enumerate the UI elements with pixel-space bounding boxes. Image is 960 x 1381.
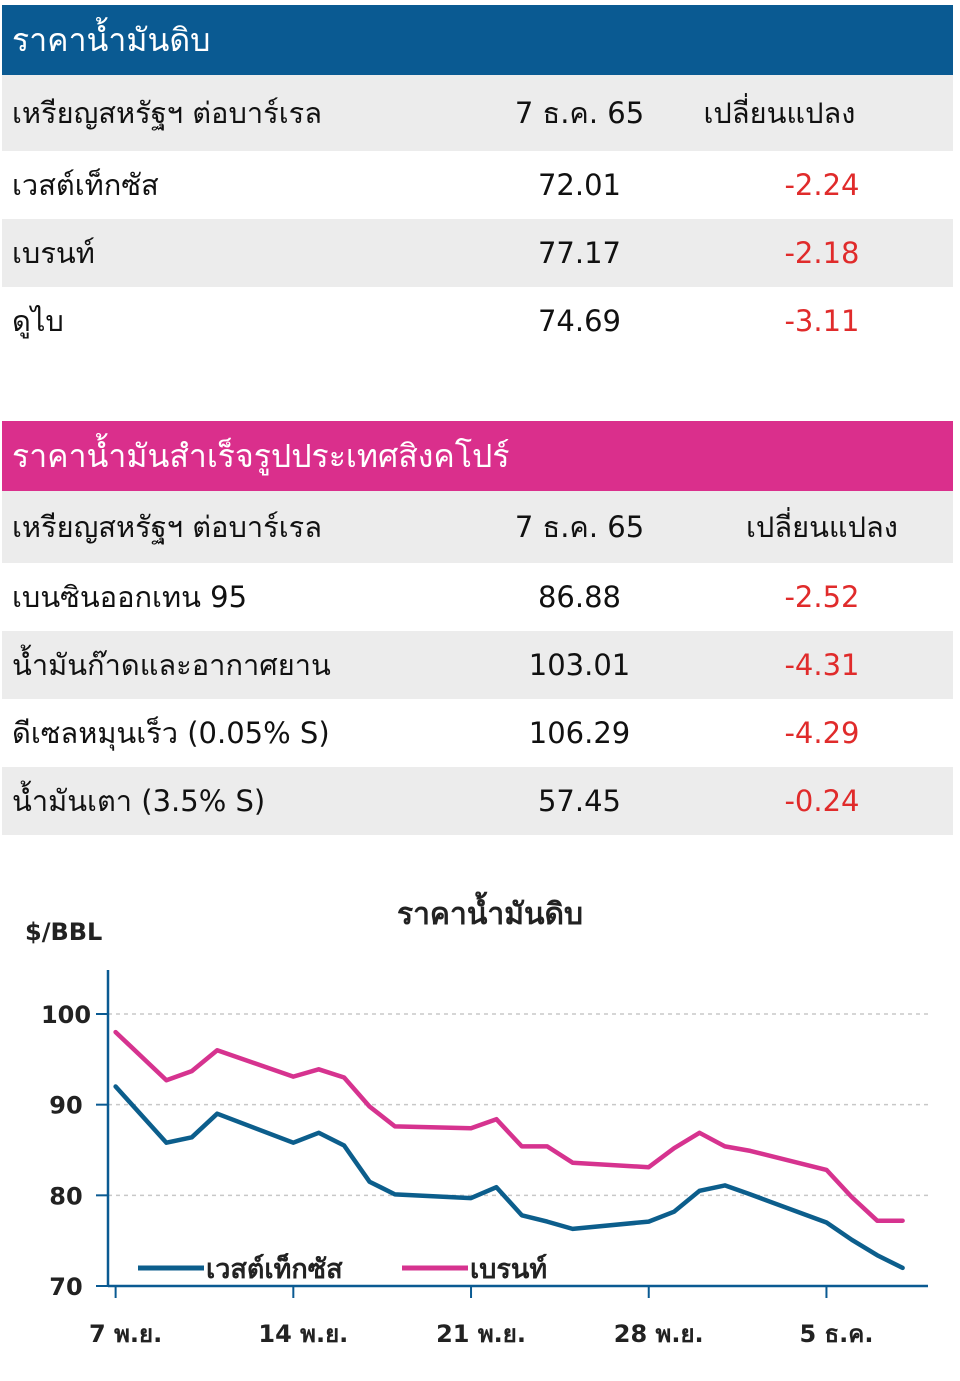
refined-table-header-row: เหรียญสหรัฐฯ ต่อบาร์เรล 7 ธ.ค. 65 เปลี่ย…	[2, 491, 953, 563]
gridlines	[108, 1013, 928, 1197]
row-name: น้ำมันก๊าดและอากาศยาน	[12, 648, 331, 682]
row-change: -2.18	[784, 236, 860, 270]
row-change: -4.31	[784, 648, 860, 682]
row-value: 106.29	[528, 716, 631, 750]
row-name: เวสต์เท็กซัส	[12, 168, 159, 202]
table-row: น้ำมันก๊าดและอากาศยาน 103.01 -4.31	[2, 631, 953, 699]
y-tick-label: 70	[49, 1273, 82, 1301]
row-value: 74.69	[537, 304, 622, 338]
chart-title: ราคาน้ำมันดิบ	[397, 891, 583, 932]
legend: เวสต์เท็กซัส เบรนท์	[138, 1251, 547, 1285]
row-value: 86.88	[537, 580, 622, 614]
y-tick-label: 90	[49, 1092, 82, 1120]
y-tick-label: 100	[41, 1001, 91, 1029]
row-change: -3.11	[784, 304, 860, 338]
axes	[96, 970, 928, 1298]
row-name: น้ำมันเตา (3.5% S)	[12, 784, 266, 818]
row-name: ดีเซลหมุนเร็ว (0.05% S)	[12, 716, 330, 750]
refined-price-table: ราคาน้ำมันสำเร็จรูปประเทศสิงคโปร์ เหรียญ…	[2, 421, 953, 835]
table-row: ดูไบ 74.69 -3.11	[2, 287, 953, 355]
refined-col-change: เปลี่ยนแปลง	[746, 510, 898, 544]
crude-col-change: เปลี่ยนแปลง	[703, 96, 856, 130]
refined-table-title: ราคาน้ำมันสำเร็จรูปประเทศสิงคโปร์	[2, 421, 953, 491]
legend-label: เวสต์เท็กซัส	[206, 1251, 343, 1285]
row-change: -2.52	[784, 580, 860, 614]
refined-col-date: 7 ธ.ค. 65	[514, 510, 645, 544]
row-name: ดูไบ	[12, 304, 64, 338]
table-row: เบนซินออกเทน 95 86.88 -2.52	[2, 563, 953, 631]
crude-col-unit: เหรียญสหรัฐฯ ต่อบาร์เรล	[12, 96, 322, 130]
crude-price-line-chart: ราคาน้ำมันดิบ $/BBL 100 90 80 70 7 พ.ย. 14 พ…	[25, 891, 928, 1348]
crude-col-date: 7 ธ.ค. 65	[514, 96, 645, 130]
crude-table-title: ราคาน้ำมันดิบ	[2, 5, 953, 75]
row-value: 77.17	[537, 236, 622, 270]
x-tick-label: 5 ธ.ค.	[799, 1320, 873, 1348]
table-row: เวสต์เท็กซัส 72.01 -2.24	[2, 151, 953, 219]
crude-price-table: ราคาน้ำมันดิบ เหรียญสหรัฐฯ ต่อบาร์เรล 7 …	[2, 5, 953, 355]
x-tick-labels: 7 พ.ย. 14 พ.ย. 21 พ.ย. 28 พ.ย. 5 ธ.ค.	[89, 1320, 873, 1348]
row-change: -2.24	[784, 168, 860, 202]
row-name: เบรนท์	[12, 236, 95, 270]
row-change: -0.24	[784, 784, 860, 818]
y-tick-label: 80	[49, 1182, 82, 1210]
legend-label: เบรนท์	[470, 1253, 547, 1285]
crude-table-header-row: เหรียญสหรัฐฯ ต่อบาร์เรล 7 ธ.ค. 65 เปลี่ย…	[2, 75, 953, 151]
row-value: 72.01	[537, 168, 622, 202]
y-tick-labels: 100 90 80 70	[41, 1001, 91, 1301]
table-row: น้ำมันเตา (3.5% S) 57.45 -0.24	[2, 767, 953, 835]
x-tick-label: 7 พ.ย.	[89, 1320, 162, 1348]
series-lines	[113, 1029, 905, 1271]
series-line-wti	[113, 1084, 905, 1271]
x-tick-label: 21 พ.ย.	[436, 1320, 526, 1348]
refined-col-unit: เหรียญสหรัฐฯ ต่อบาร์เรล	[12, 510, 322, 544]
table-row: เบรนท์ 77.17 -2.18	[2, 219, 953, 287]
x-tick-label: 14 พ.ย.	[258, 1320, 348, 1348]
row-value: 103.01	[528, 648, 631, 682]
table-row: ดีเซลหมุนเร็ว (0.05% S) 106.29 -4.29	[2, 699, 953, 767]
row-name: เบนซินออกเทน 95	[12, 580, 248, 614]
x-tick-label: 28 พ.ย.	[614, 1320, 704, 1348]
y-axis-label: $/BBL	[25, 918, 102, 946]
row-change: -4.29	[784, 716, 860, 750]
series-line-brent	[113, 1029, 905, 1223]
row-value: 57.45	[537, 784, 622, 818]
